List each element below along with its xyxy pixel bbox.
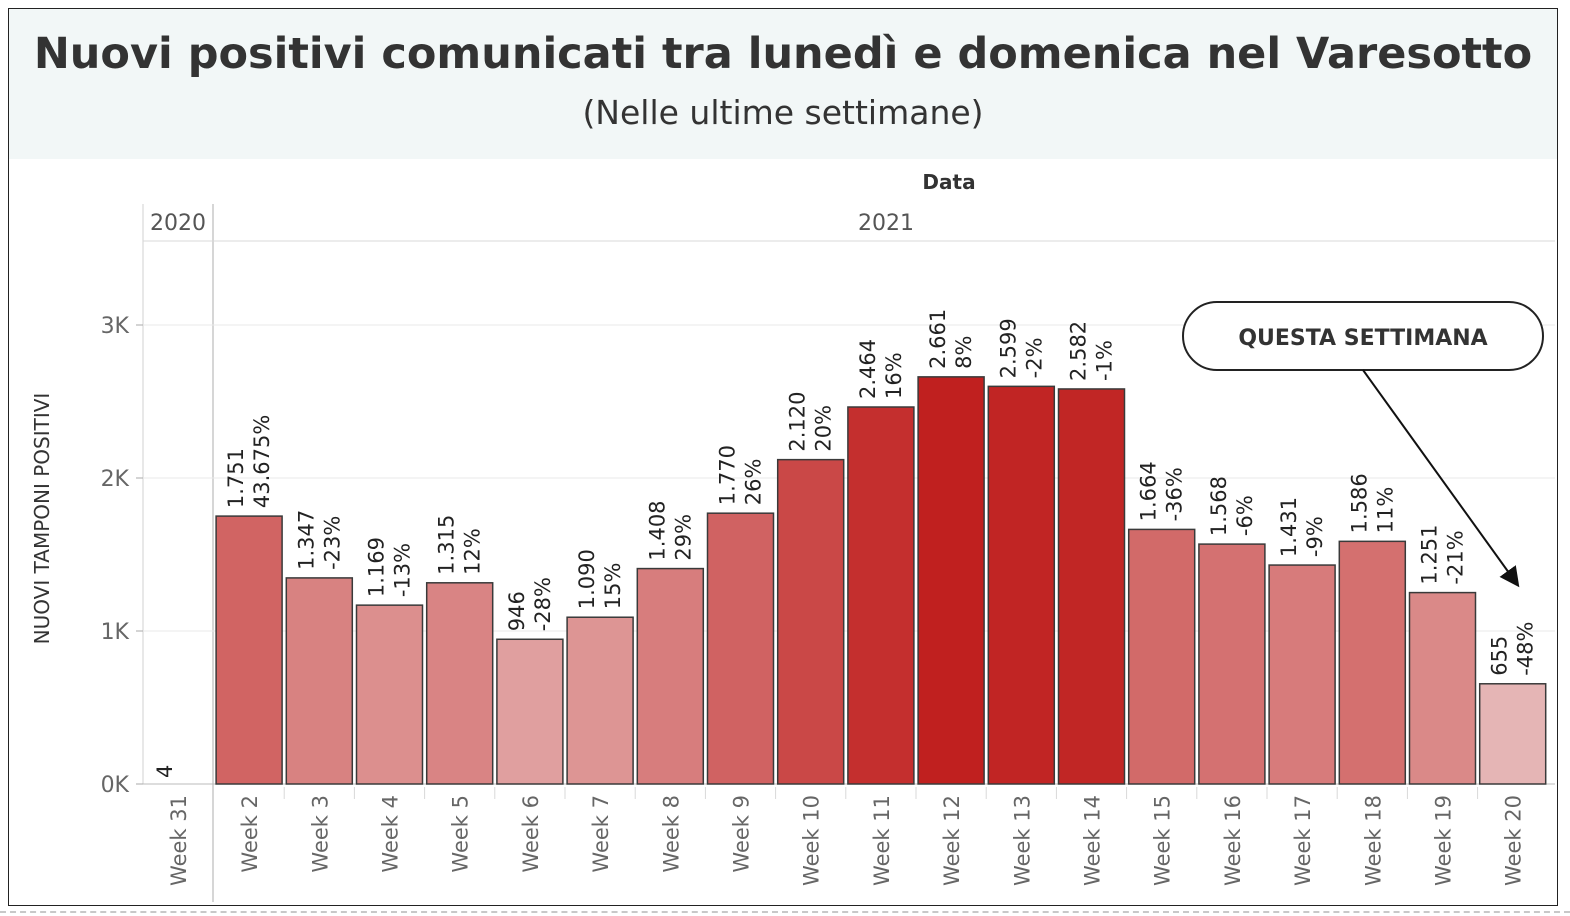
- bar-week-15: [1127, 528, 1196, 785]
- pct-label: -36%: [1163, 467, 1187, 521]
- bar-week-14: [1057, 388, 1126, 785]
- bar-week-18: [1338, 540, 1407, 785]
- x-tick-label: Week 18: [1361, 795, 1385, 886]
- value-label: 2.464: [856, 339, 880, 399]
- x-tick-label: Week 31: [167, 795, 191, 886]
- value-label: 1.664: [1137, 461, 1161, 521]
- year-label-2020: 2020: [150, 211, 206, 236]
- value-label: 946: [505, 591, 529, 631]
- value-label: 1.347: [294, 510, 318, 570]
- value-label: 1.408: [645, 500, 669, 560]
- value-label: 1.315: [435, 515, 459, 575]
- y-tick-label: 3K: [101, 314, 130, 339]
- chart-subtitle: (Nelle ultime settimane): [582, 93, 984, 132]
- value-label: 655: [1488, 636, 1512, 676]
- pct-label: 12%: [461, 528, 485, 575]
- x-tick-label: Week 8: [659, 795, 683, 873]
- bar-week-16: [1198, 543, 1266, 785]
- pct-label: 15%: [601, 563, 625, 610]
- pct-label: -9%: [1303, 516, 1327, 557]
- bar-week-13: [987, 385, 1056, 785]
- pct-label: -2%: [1022, 337, 1046, 378]
- x-axis-title: Data: [922, 170, 975, 194]
- pct-label: -1%: [1093, 340, 1117, 381]
- pct-label: 29%: [671, 514, 695, 561]
- x-tick-label: Week 14: [1081, 795, 1105, 886]
- bar-week-6: [496, 638, 564, 785]
- value-label: 1.090: [575, 549, 599, 609]
- bottom-dashed-divider: [0, 911, 1570, 913]
- value-label: 2.599: [996, 318, 1020, 378]
- x-tick-label: Week 3: [308, 795, 332, 873]
- x-tick-label: Week 4: [379, 795, 403, 873]
- bar-week-19: [1408, 591, 1477, 785]
- pct-label: -28%: [531, 577, 555, 631]
- value-label: 1.431: [1277, 497, 1301, 557]
- pct-label: -6%: [1233, 495, 1257, 536]
- bar-week-2: [215, 515, 283, 785]
- value-label: 2.582: [1067, 321, 1091, 381]
- bar-week-17: [1268, 564, 1336, 785]
- year-label-2021: 2021: [858, 211, 914, 236]
- bar-week-7: [566, 616, 634, 785]
- bar-week-9: [706, 512, 775, 785]
- x-tick-label: Week 16: [1221, 795, 1245, 886]
- bar-week-5: [425, 582, 494, 785]
- x-tick-label: Week 11: [870, 795, 894, 886]
- title-band: Nuovi positivi comunicati tra lunedì e d…: [9, 9, 1557, 159]
- value-label: 1.586: [1347, 473, 1371, 533]
- value-label: 2.120: [786, 392, 810, 452]
- x-tick-label: Week 17: [1291, 795, 1315, 886]
- bar-chart: Data 2020 2021 0K 1K 2K 3K NUOVI TAMPONI POSITI…: [30, 170, 1555, 902]
- y-tick-label: 1K: [101, 620, 130, 645]
- pct-label: 26%: [742, 459, 766, 506]
- annotation-text: QUESTA SETTIMANA: [1238, 326, 1487, 351]
- value-label: 2.661: [926, 309, 950, 369]
- bar-week-10: [776, 458, 845, 785]
- bar-week-3: [285, 577, 354, 785]
- x-tick-label: Week 15: [1151, 795, 1175, 886]
- x-tick-label: Week 10: [800, 795, 824, 886]
- x-tick-label: Week 9: [730, 795, 754, 873]
- bar-week-20: [1478, 683, 1547, 785]
- value-label: 1.770: [716, 445, 740, 505]
- x-tick-label: Week 5: [449, 795, 473, 873]
- x-tick-label: Week 12: [940, 795, 964, 886]
- y-tick-label: 0K: [101, 773, 130, 798]
- pct-label: -23%: [320, 516, 344, 570]
- pct-label: -48%: [1514, 622, 1538, 676]
- annotation-arrow: [1362, 369, 1520, 588]
- pct-label: 43.675%: [250, 415, 274, 508]
- chart-frame: Nuovi positivi comunicati tra lunedì e d…: [8, 8, 1558, 906]
- x-tick-label: Week 19: [1432, 795, 1456, 886]
- bar-week-11: [847, 406, 915, 785]
- y-axis-title: NUOVI TAMPONI POSITIVI: [30, 393, 54, 645]
- pct-label: 16%: [882, 352, 906, 399]
- value-label: 4: [153, 765, 177, 778]
- value-label: 1.751: [224, 448, 248, 508]
- pct-label: 8%: [952, 336, 976, 369]
- x-tick-label: Week 6: [519, 795, 543, 873]
- value-label: 1.568: [1207, 476, 1231, 536]
- x-tick-label: Week 13: [1010, 795, 1034, 886]
- value-label: 1.251: [1418, 524, 1442, 584]
- bar-week-12: [917, 376, 985, 785]
- pct-label: 20%: [812, 405, 836, 452]
- pct-label: -13%: [391, 543, 415, 597]
- x-tick-label: Week 20: [1502, 795, 1526, 886]
- y-tick-label: 2K: [101, 467, 130, 492]
- chart-title: Nuovi positivi comunicati tra lunedì e d…: [33, 29, 1533, 79]
- x-tick-label: Week 7: [589, 795, 613, 873]
- pct-label: 11%: [1373, 487, 1397, 534]
- bar-week-4: [355, 604, 424, 785]
- bar-week-8: [636, 567, 705, 785]
- pct-label: -21%: [1444, 530, 1468, 584]
- value-label: 1.169: [365, 537, 389, 597]
- x-tick-label: Week 2: [238, 795, 262, 873]
